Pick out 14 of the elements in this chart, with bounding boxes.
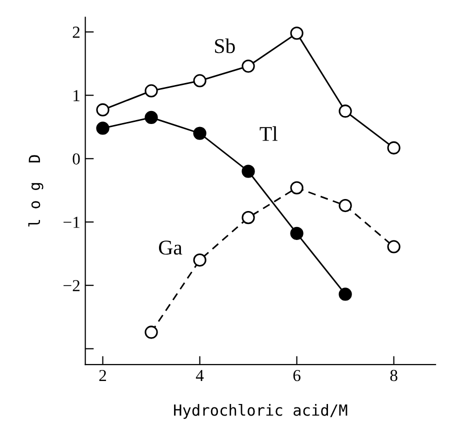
- y-axis-title: l o g D: [28, 155, 44, 227]
- x-tick-label: 2: [99, 370, 106, 381]
- y-tick-label: 0: [72, 153, 80, 165]
- series-label: Tl: [260, 126, 278, 141]
- x-tick-label: 8: [390, 370, 398, 382]
- y-tick-label: 2: [72, 26, 80, 38]
- x-tick-label: 6: [293, 370, 300, 382]
- x-tick-label: 4: [196, 370, 204, 381]
- y-tick-label: 1: [74, 90, 80, 102]
- y-tick-label: −2: [64, 280, 80, 292]
- series-label: Ga: [158, 240, 182, 255]
- series-label: Sb: [215, 38, 235, 54]
- x-axis-title: Hydrochloric acid/M: [174, 404, 348, 419]
- y-tick-label: −1: [64, 216, 80, 228]
